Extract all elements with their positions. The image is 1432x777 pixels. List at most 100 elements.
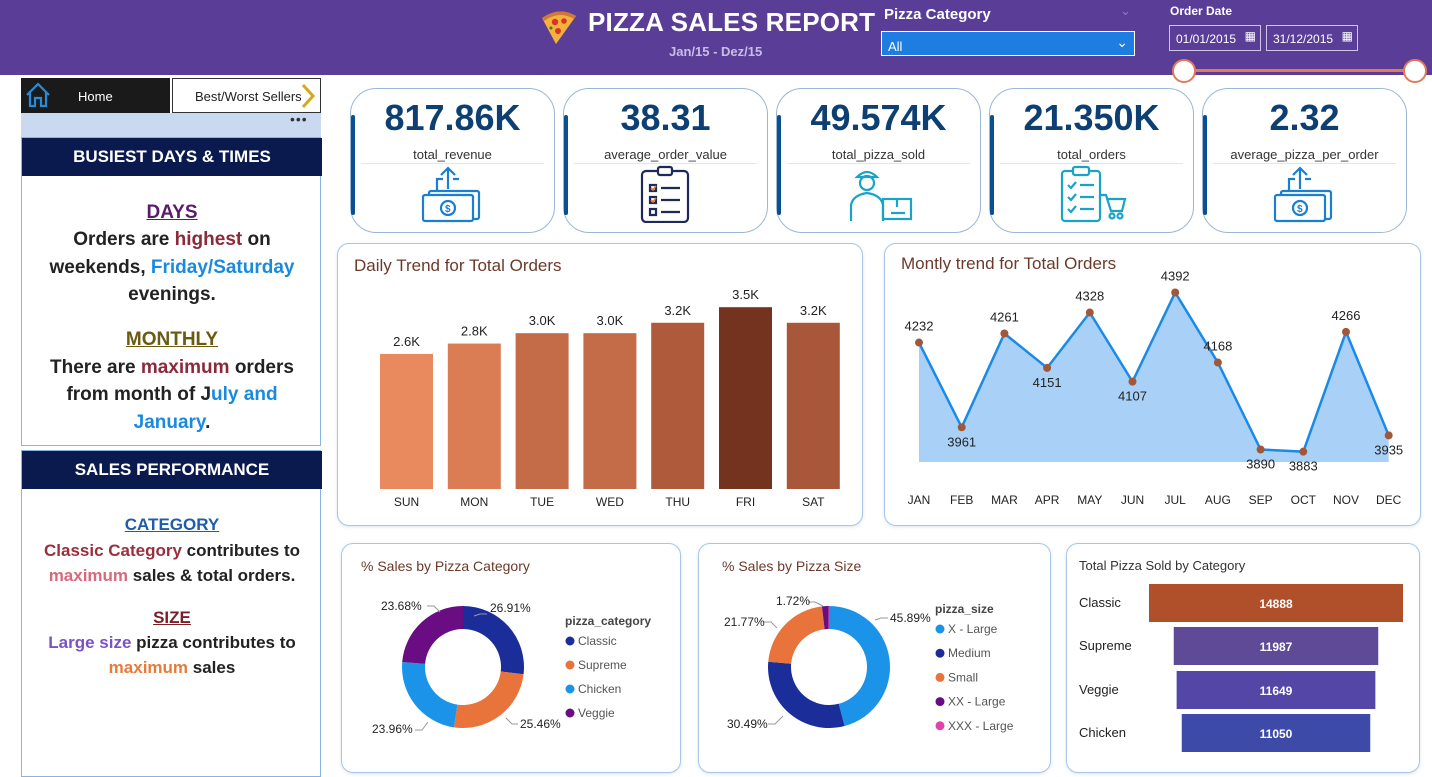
- leader-line: [874, 617, 888, 621]
- kpi-label: total_pizza_sold: [831, 147, 926, 162]
- funnel-bar-supreme[interactable]: [1173, 627, 1379, 665]
- slice-value-label: 23.96%: [372, 722, 413, 736]
- data-point[interactable]: [1384, 431, 1393, 440]
- data-point[interactable]: [1128, 377, 1137, 386]
- funnel-category-label: Veggie: [1079, 682, 1119, 697]
- slice-xx-large[interactable]: [821, 606, 829, 630]
- home-nav-button[interactable]: Home: [21, 78, 170, 113]
- kpi-accent-bar: [564, 115, 568, 215]
- date-range-slider-track[interactable]: [1184, 69, 1415, 72]
- end-date-value: 31/12/2015: [1273, 32, 1334, 46]
- data-point[interactable]: [1256, 445, 1265, 454]
- bar-wed[interactable]: [583, 333, 637, 489]
- x-tick-label: OCT: [1291, 493, 1317, 507]
- data-point[interactable]: [1213, 358, 1222, 367]
- bar-tue[interactable]: [515, 333, 569, 489]
- report-header: PIZZA SALES REPORT Jan/15 - Dez/15 Pizza…: [0, 0, 1432, 75]
- date-slider-start-handle[interactable]: [1172, 59, 1196, 83]
- chevron-down-icon: ⌄: [1116, 34, 1128, 50]
- slice-veggie[interactable]: [402, 606, 463, 664]
- pizza-category-dropdown[interactable]: All ⌄: [881, 31, 1135, 56]
- funnel-value-label: 11050: [1260, 727, 1293, 741]
- funnel-category-label: Classic: [1079, 595, 1121, 610]
- slice-medium[interactable]: [768, 661, 845, 728]
- monthly-line-2: from month of July and: [66, 384, 278, 405]
- start-date-input[interactable]: 01/01/2015 ▦: [1169, 25, 1261, 51]
- kpi-label: average_pizza_per_order: [1230, 147, 1379, 162]
- leader-line: [763, 621, 778, 629]
- legend-item[interactable]: Medium: [948, 646, 991, 660]
- legend-title: pizza_category: [565, 614, 651, 628]
- bar-data-label: 3.0K: [597, 313, 624, 328]
- calendar-icon[interactable]: ▦: [1244, 29, 1256, 43]
- best-worst-nav-button[interactable]: Best/Worst Sellers: [172, 78, 321, 113]
- funnel-bar-veggie[interactable]: [1176, 671, 1376, 709]
- data-point[interactable]: [1171, 288, 1180, 297]
- legend-item[interactable]: XX - Large: [948, 695, 1006, 709]
- slice-x-large[interactable]: [829, 606, 890, 726]
- x-tick-label: NOV: [1333, 493, 1359, 507]
- sales-by-category-donut: 26.91% 25.46% 23.96% 23.68% pizza_category Cl…: [372, 599, 651, 736]
- legend-swatch: [935, 624, 945, 634]
- data-point[interactable]: [1299, 447, 1308, 456]
- x-tick-label: JUN: [1121, 493, 1144, 507]
- kpi-divider: [1213, 163, 1396, 164]
- slice-value-label: 23.68%: [381, 599, 422, 613]
- chevron-right-icon: [301, 83, 316, 109]
- funnel-value-label: 14888: [1259, 597, 1293, 611]
- slice-supreme[interactable]: [453, 671, 524, 728]
- legend-item[interactable]: Small: [948, 670, 978, 684]
- legend-swatch: [565, 636, 575, 646]
- legend-item[interactable]: Classic: [578, 634, 617, 648]
- bar-thu[interactable]: [651, 322, 705, 489]
- bar-mon[interactable]: [447, 343, 501, 489]
- funnel-category-label: Chicken: [1079, 725, 1126, 740]
- funnel-category-label: Supreme: [1079, 638, 1132, 653]
- bar-sun[interactable]: [380, 353, 433, 489]
- data-point[interactable]: [1342, 327, 1350, 336]
- monthly-line-3: January.: [133, 412, 211, 433]
- data-point[interactable]: [1085, 308, 1094, 317]
- bar-fri[interactable]: [719, 307, 772, 489]
- calendar-icon[interactable]: ▦: [1341, 29, 1353, 43]
- legend-item[interactable]: XXX - Large: [948, 719, 1014, 733]
- data-point[interactable]: [1043, 363, 1052, 372]
- order-date-label: Order Date: [1170, 4, 1233, 18]
- busiest-panel-title: BUSIEST DAYS & TIMES: [22, 138, 322, 176]
- kpi-card-total-orders: 21.350K total_orders: [989, 88, 1194, 233]
- kpi-label: average_order_value: [604, 147, 727, 162]
- legend-item[interactable]: Veggie: [578, 706, 615, 720]
- clipboard-icon: [640, 165, 690, 223]
- funnel-bar-chicken[interactable]: [1181, 714, 1371, 752]
- data-point[interactable]: [1000, 329, 1009, 338]
- legend-title: pizza_size: [935, 602, 994, 616]
- order-list-cart-icon: [1060, 165, 1127, 223]
- leader-line: [427, 605, 441, 613]
- best-worst-nav-label: Best/Worst Sellers: [195, 89, 302, 104]
- chevron-down-icon[interactable]: ⌄: [1120, 3, 1131, 18]
- legend-item[interactable]: Supreme: [578, 658, 627, 672]
- chart-title: % Sales by Pizza Category: [361, 558, 530, 574]
- x-tick-label: MAY: [1077, 493, 1102, 507]
- data-point[interactable]: [957, 423, 966, 432]
- slice-chicken[interactable]: [402, 661, 458, 728]
- chart-title: Montly trend for Total Orders: [901, 254, 1117, 273]
- kpi-card-average-order-value: 38.31 average_order_value: [563, 88, 768, 233]
- date-slider-end-handle[interactable]: [1403, 59, 1427, 83]
- bar-sat[interactable]: [786, 322, 840, 489]
- x-tick-label: DEC: [1376, 493, 1402, 507]
- legend-swatch: [935, 648, 945, 658]
- sales-by-size-card: % Sales by Pizza Size 45.89% 30.49% 21.77%…: [698, 543, 1051, 773]
- legend-item[interactable]: X - Large: [948, 622, 998, 636]
- funnel-value-label: 11987: [1260, 640, 1293, 654]
- legend-item[interactable]: Chicken: [578, 682, 621, 696]
- more-options-icon[interactable]: •••: [290, 111, 308, 127]
- funnel-bar-classic[interactable]: [1149, 584, 1403, 622]
- point-data-label: 4392: [1161, 269, 1190, 284]
- data-point[interactable]: [915, 338, 923, 347]
- end-date-input[interactable]: 31/12/2015 ▦: [1266, 25, 1358, 51]
- kpi-value: 49.574K: [810, 97, 947, 138]
- slice-small[interactable]: [768, 606, 825, 664]
- x-tick-label: FRI: [736, 495, 755, 509]
- slice-classic[interactable]: [463, 606, 524, 675]
